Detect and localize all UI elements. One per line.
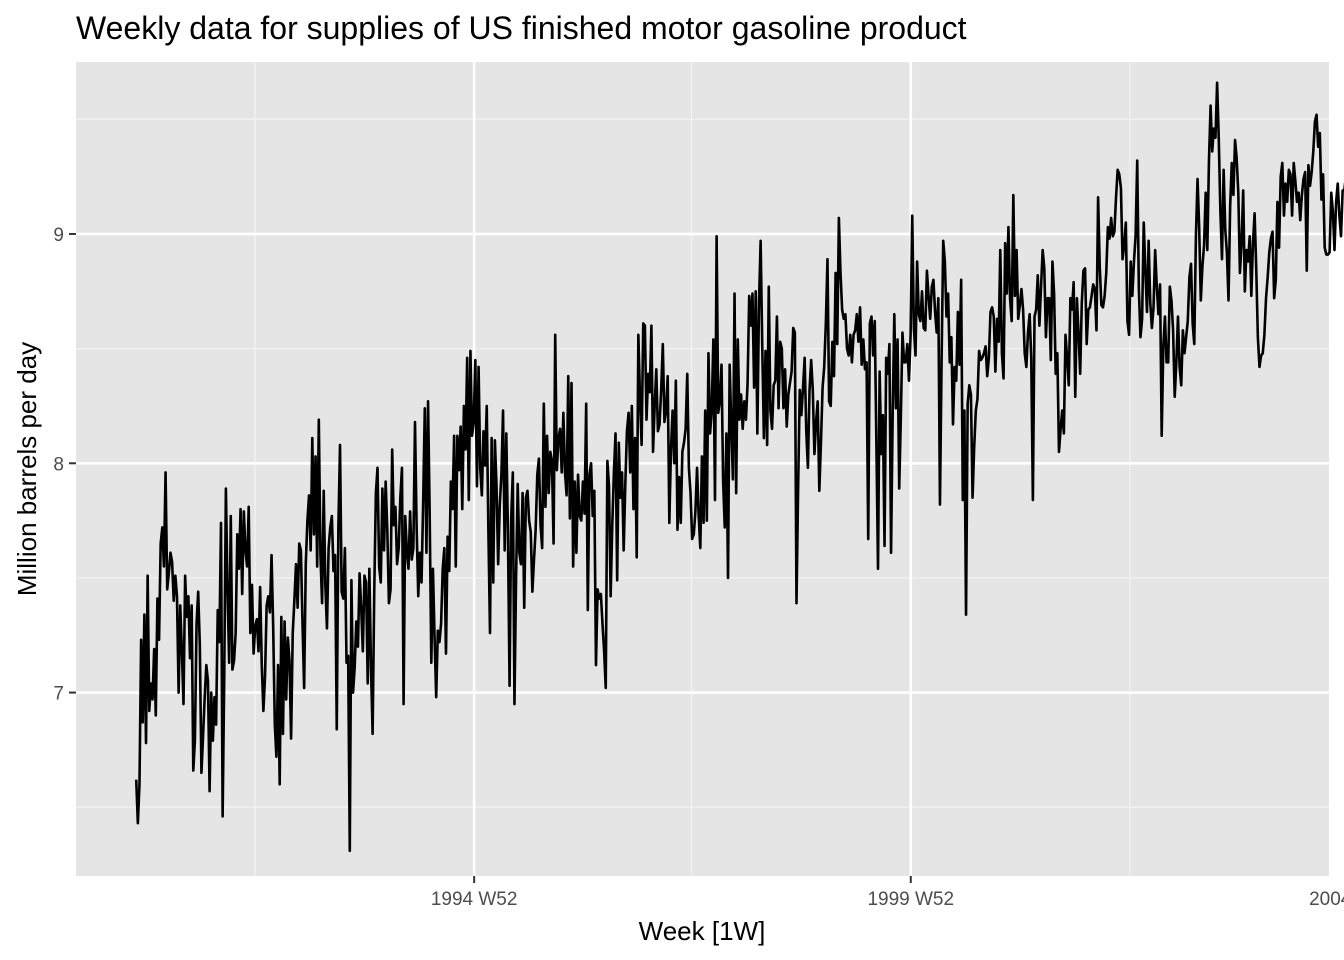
x-tick-label: 2004 W53 [1309, 889, 1344, 910]
y-tick-label: 8 [53, 454, 64, 475]
x-axis: 1994 W52 1999 W52 2004 W53 [431, 876, 1344, 910]
y-tick-label: 9 [53, 225, 64, 246]
chart-title: Weekly data for supplies of US finished … [76, 10, 967, 46]
x-axis-title: Week [1W] [639, 916, 766, 946]
y-axis: 7 8 9 [53, 225, 76, 705]
x-tick-label: 1999 W52 [867, 889, 954, 910]
y-tick-label: 7 [53, 684, 64, 705]
barrels-series-line [134, 81, 1344, 853]
y-axis-title: Million barrels per day [12, 342, 42, 596]
minor-gridlines [76, 62, 1329, 876]
x-tick-label: 1994 W52 [431, 889, 518, 910]
